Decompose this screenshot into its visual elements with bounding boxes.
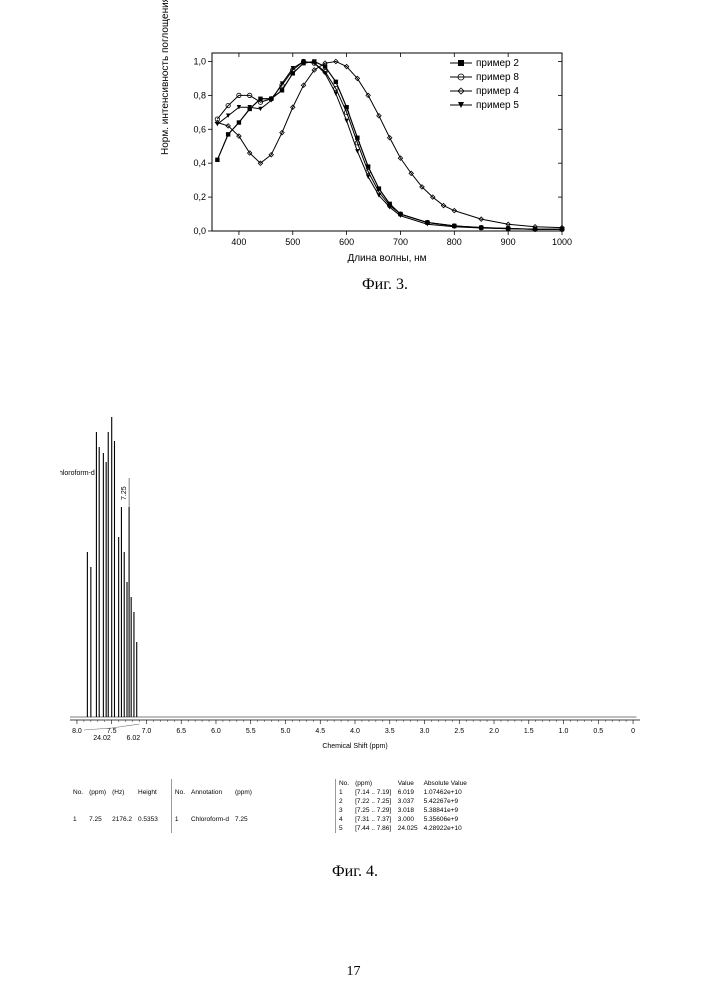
figure-4-container: 8.0 7.5 7.0 6.5 6.0 5.5 5.0 4.5 4.0 3.5 3.0 2.5 2.0 1… — [60, 370, 650, 881]
svg-text:400: 400 — [231, 237, 246, 247]
svg-text:700: 700 — [393, 237, 408, 247]
svg-text:0,0: 0,0 — [193, 226, 206, 236]
fig3-xlabel: Длина волны, нм — [347, 253, 426, 264]
svg-text:0,4: 0,4 — [193, 158, 206, 168]
svg-text:600: 600 — [339, 237, 354, 247]
svg-text:пример 4: пример 4 — [476, 86, 519, 97]
svg-text:0,8: 0,8 — [193, 90, 206, 100]
integral-label-1: 24.02 — [93, 735, 111, 742]
page-number: 17 — [0, 964, 707, 980]
fig4-xlabel: Chemical Shift (ppm) — [322, 743, 387, 750]
svg-text:7.5: 7.5 — [107, 728, 117, 735]
svg-text:0: 0 — [631, 728, 635, 735]
svg-text:1000: 1000 — [552, 237, 572, 247]
svg-text:7.0: 7.0 — [142, 728, 152, 735]
nmr-table-1: No.(ppm)(Hz)Height17.252176.20.5353 — [70, 779, 161, 833]
chloroform-ppm: 7.25 — [121, 486, 128, 500]
svg-text:1.0: 1.0 — [559, 728, 569, 735]
fig3-ylabel: Норм. интенсивность поглощения (у.е.) — [160, 0, 171, 155]
svg-text:5.5: 5.5 — [246, 728, 256, 735]
fig4-tables-row: No.(ppm)(Hz)Height17.252176.20.5353 No.A… — [70, 779, 650, 833]
svg-text:6.5: 6.5 — [176, 728, 186, 735]
fig3-chart: 0,0 0,2 0,4 0,6 0,8 1,0 400 500 600 700 800 900 100… — [170, 45, 580, 265]
svg-text:1,0: 1,0 — [193, 56, 206, 66]
nmr-table-3: No.(ppm)ValueAbsolute Value1[7.14 .. 7.1… — [335, 779, 470, 833]
svg-text:2.0: 2.0 — [489, 728, 499, 735]
svg-text:900: 900 — [501, 237, 516, 247]
svg-text:0,2: 0,2 — [193, 192, 206, 202]
svg-text:3.5: 3.5 — [385, 728, 395, 735]
svg-text:500: 500 — [285, 237, 300, 247]
svg-text:3.0: 3.0 — [420, 728, 430, 735]
svg-text:6.0: 6.0 — [211, 728, 221, 735]
svg-text:1.5: 1.5 — [524, 728, 534, 735]
svg-text:0,6: 0,6 — [193, 124, 206, 134]
svg-text:4.5: 4.5 — [315, 728, 325, 735]
svg-text:4.0: 4.0 — [350, 728, 360, 735]
svg-text:2.5: 2.5 — [454, 728, 464, 735]
svg-text:800: 800 — [447, 237, 462, 247]
page: Норм. интенсивность поглощения (у.е.) 0,… — [0, 0, 707, 1000]
chloroform-label: Chloroform-d — [60, 470, 95, 477]
svg-text:0.5: 0.5 — [593, 728, 603, 735]
svg-text:8.0: 8.0 — [72, 728, 82, 735]
svg-text:пример 8: пример 8 — [476, 72, 519, 83]
nmr-table-2: No.Annotation(ppm)1Chloroform-d7.25 — [171, 779, 255, 833]
integral-label-2: 6.02 — [127, 735, 141, 742]
svg-text:пример 5: пример 5 — [476, 100, 519, 111]
fig3-caption: Фиг. 3. — [170, 276, 600, 294]
fig4-nmr-spectrum: 8.0 7.5 7.0 6.5 6.0 5.5 5.0 4.5 4.0 3.5 3.0 2.5 2.0 1… — [60, 370, 650, 770]
svg-text:пример 2: пример 2 — [476, 58, 519, 69]
fig4-caption: Фиг. 4. — [60, 863, 650, 881]
svg-text:5.0: 5.0 — [281, 728, 291, 735]
figure-3-container: Норм. интенсивность поглощения (у.е.) 0,… — [170, 45, 600, 294]
